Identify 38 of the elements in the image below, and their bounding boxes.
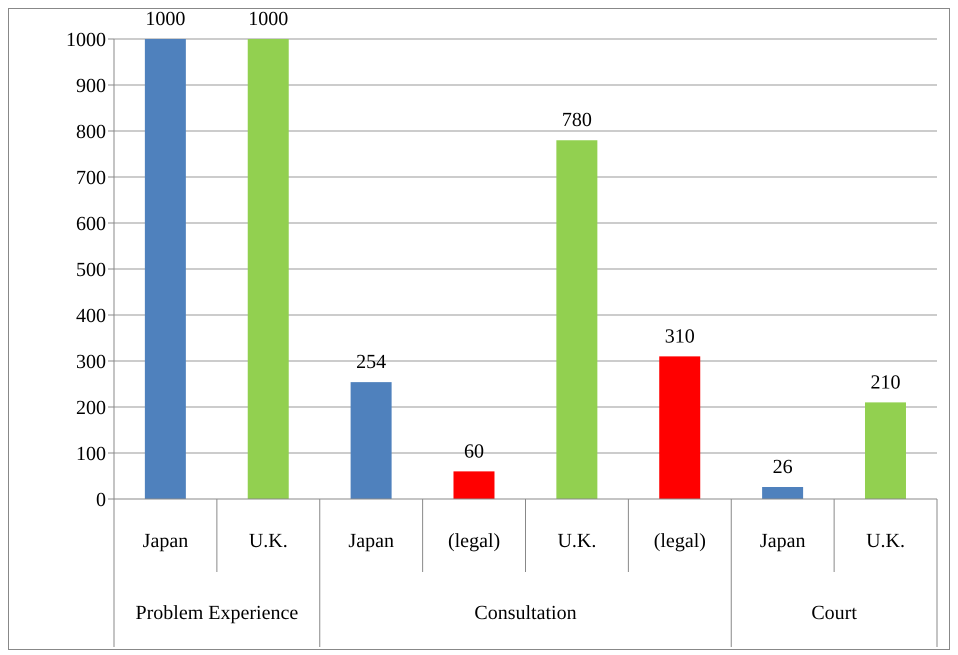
bar <box>248 39 289 499</box>
data-label: 780 <box>562 109 592 132</box>
bar <box>864 402 906 499</box>
data-label: 1000 <box>248 8 288 30</box>
bar <box>762 487 804 499</box>
data-label: 26 <box>772 456 793 478</box>
y-tick-label: 0 <box>96 489 106 512</box>
bar <box>350 382 392 499</box>
x-tick-label: (legal) <box>654 530 706 552</box>
y-tick-label: 200 <box>76 397 106 420</box>
data-label: 210 <box>870 371 900 394</box>
bar <box>144 39 186 499</box>
y-tick-label: 700 <box>76 167 106 190</box>
y-tick-label: 400 <box>76 305 106 328</box>
text: Consultation <box>474 602 577 624</box>
y-tick-label: 800 <box>76 121 106 144</box>
x-tick-label: U.K. <box>866 530 906 552</box>
y-tick-label: 100 <box>76 443 106 466</box>
y-tick-label: 600 <box>76 213 106 236</box>
text: Court <box>811 602 858 624</box>
data-label: 310 <box>664 325 695 348</box>
y-tick-label: 1000 <box>66 29 106 52</box>
data-label: 60 <box>464 440 484 462</box>
y-tick-label: 500 <box>76 259 106 282</box>
bar <box>453 471 494 499</box>
text: Problem Experience <box>136 602 298 624</box>
x-tick-label: U.K. <box>248 530 288 552</box>
x-tick-label: (legal) <box>448 530 500 552</box>
data-label: 254 <box>356 351 386 374</box>
bar <box>659 356 700 499</box>
bar <box>556 140 598 499</box>
x-tick-label: U.K. <box>557 530 596 552</box>
x-tick-label: Japan <box>142 530 188 552</box>
y-tick-label: 900 <box>76 75 106 98</box>
y-tick-label: 300 <box>76 351 106 374</box>
x-tick-label: Japan <box>348 530 394 552</box>
data-label: 1000 <box>145 8 186 30</box>
x-tick-label: Japan <box>760 530 806 552</box>
